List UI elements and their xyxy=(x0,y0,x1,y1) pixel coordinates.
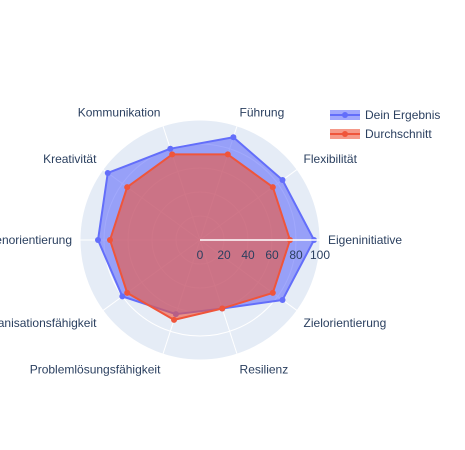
data-point xyxy=(124,184,130,190)
legend-label: Dein Ergebnis xyxy=(365,108,440,122)
category-label: Flexibilität xyxy=(304,152,358,166)
category-label: Kreativität xyxy=(43,152,97,166)
data-point xyxy=(230,134,236,140)
category-label: Führung xyxy=(240,105,285,119)
category-label: Zielorientierung xyxy=(304,316,387,330)
data-point xyxy=(95,237,101,243)
data-point xyxy=(105,170,111,176)
category-label: Resilienz xyxy=(240,363,289,377)
legend: Dein Ergebnis Durchschnitt xyxy=(330,108,440,141)
data-point xyxy=(124,290,130,296)
data-point xyxy=(270,184,276,190)
category-label: Kommunikation xyxy=(78,105,161,119)
category-label: Organisationsfähigkeit xyxy=(0,316,97,330)
radial-tick-label: 80 xyxy=(289,248,303,262)
legend-item[interactable]: Durchschnitt xyxy=(330,127,432,141)
data-point xyxy=(280,177,286,183)
data-point xyxy=(107,237,113,243)
data-point xyxy=(270,290,276,296)
data-point xyxy=(219,305,225,311)
radial-tick-label: 100 xyxy=(310,248,330,262)
data-point xyxy=(167,146,173,152)
legend-label: Durchschnitt xyxy=(365,127,432,141)
data-point xyxy=(119,293,125,299)
data-point xyxy=(225,151,231,157)
data-point xyxy=(280,297,286,303)
legend-marker xyxy=(342,112,348,118)
radial-tick-label: 0 xyxy=(197,248,204,262)
data-point xyxy=(169,151,175,157)
radial-tick-label: 40 xyxy=(241,248,255,262)
data-point xyxy=(171,317,177,323)
radial-tick-label: 60 xyxy=(265,248,279,262)
legend-marker xyxy=(342,131,348,137)
radial-tick-label: 20 xyxy=(217,248,231,262)
series-area xyxy=(110,154,290,319)
category-label: Kundenorientierung xyxy=(0,233,72,247)
category-label: Eigeninitiative xyxy=(328,233,402,247)
legend-item[interactable]: Dein Ergebnis xyxy=(330,108,440,122)
category-label: Problemlösungsfähigkeit xyxy=(30,363,161,377)
